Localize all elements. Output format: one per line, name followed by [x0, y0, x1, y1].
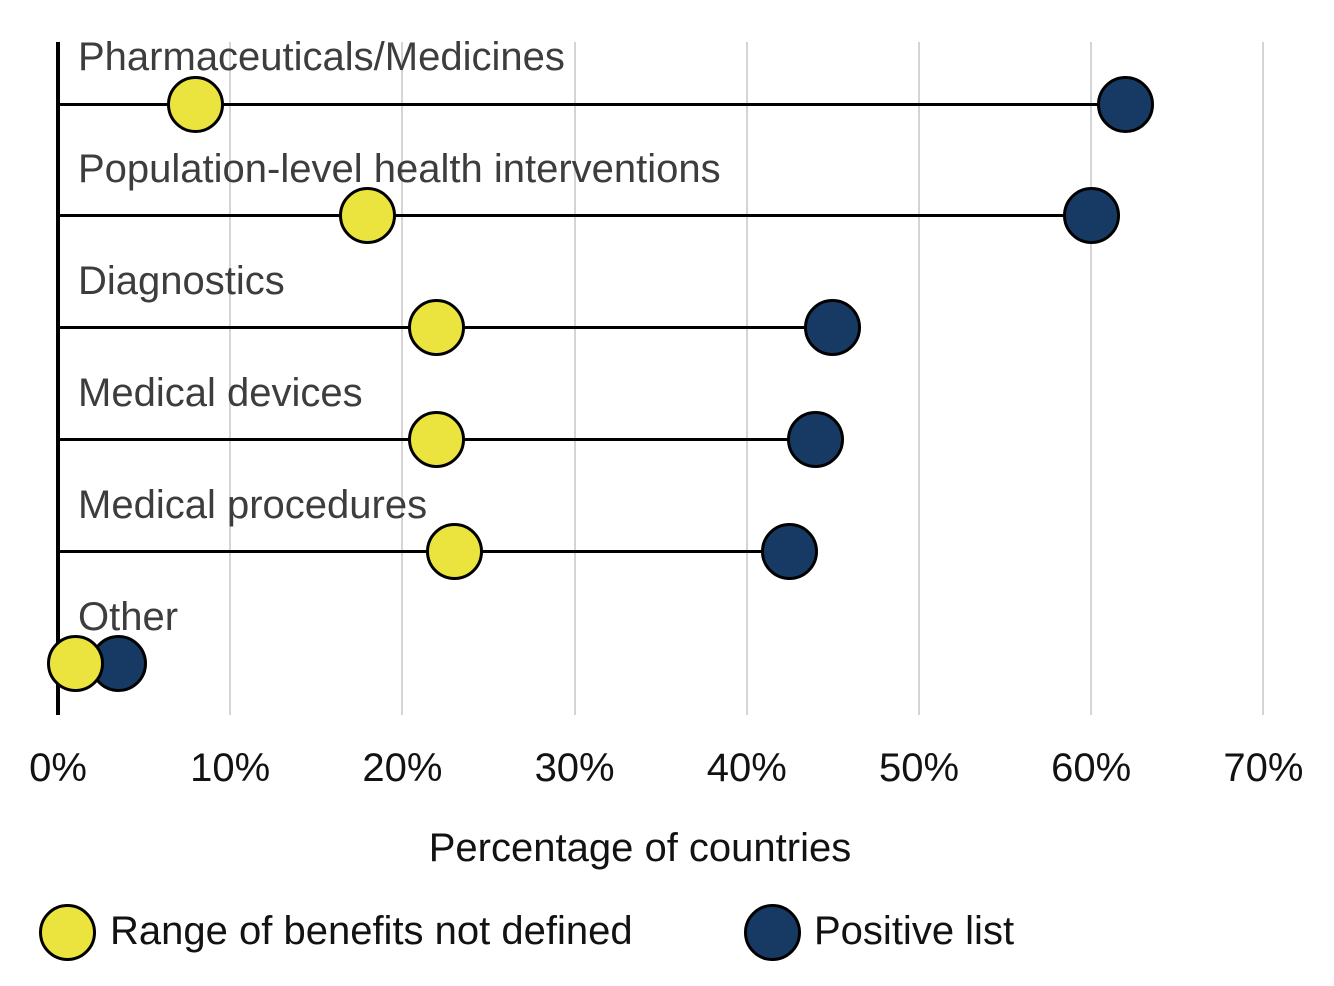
gridline [573, 42, 576, 715]
legend-label-range-not-defined: Range of benefits not defined [110, 909, 633, 953]
category-label: Pharmaceuticals/Medicines [78, 35, 565, 79]
marker-range-not-defined [408, 299, 466, 357]
connector-line [58, 102, 1126, 106]
category-label: Medical devices [78, 370, 363, 415]
marker-range-not-defined [46, 635, 104, 692]
marker-range-not-defined [339, 187, 397, 245]
marker-positive-list [787, 411, 845, 469]
marker-positive-list [804, 299, 862, 357]
x-tick-label: 50% [878, 746, 960, 790]
category-label: Other [78, 594, 179, 639]
marker-range-not-defined [425, 523, 483, 581]
category-label: Population-level health interventions [78, 146, 721, 191]
x-tick-label: 10% [190, 746, 271, 790]
marker-range-not-defined [167, 75, 225, 133]
x-tick-label: 0% [29, 746, 87, 790]
gridline [229, 42, 232, 715]
gridline [918, 42, 920, 715]
category-label: Diagnostics [78, 258, 285, 303]
marker-positive-list [761, 523, 819, 581]
gridline [401, 42, 404, 715]
marker-positive-list [1097, 75, 1155, 133]
legend-marker-positive-list-icon [744, 904, 801, 961]
connector-line [58, 550, 790, 554]
y-axis-line [56, 42, 60, 715]
gridline [1262, 42, 1265, 715]
marker-positive-list [1062, 187, 1120, 245]
gridline [1090, 42, 1093, 715]
legend-marker-range-not-defined-icon [39, 904, 96, 961]
connector-line [58, 214, 1092, 218]
legend-label-positive-list: Positive list [814, 909, 1015, 953]
x-tick-label: 70% [1223, 746, 1304, 790]
x-tick-label: 30% [534, 746, 615, 790]
x-tick-label: 20% [362, 746, 443, 790]
marker-range-not-defined [408, 411, 466, 469]
x-tick-label: 40% [706, 746, 787, 790]
x-axis-label: Percentage of countries [428, 826, 852, 870]
gridline [745, 42, 748, 715]
x-tick-label: 60% [1051, 746, 1132, 790]
category-label: Medical procedures [78, 482, 428, 527]
